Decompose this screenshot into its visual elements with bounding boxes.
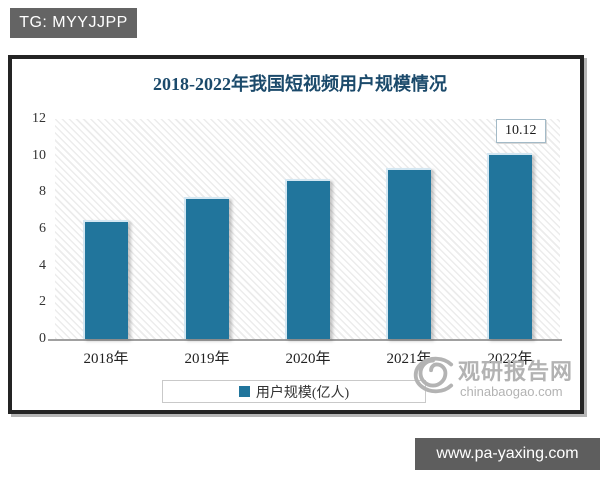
legend-marker — [238, 386, 250, 397]
footer-url-badge: www.pa-yaxing.com — [415, 438, 600, 470]
y-axis-tick-label: 8 — [39, 184, 46, 200]
x-axis-tick-label: 2019年 — [184, 351, 230, 367]
x-axis-line — [48, 339, 562, 341]
x-axis-tick-label: 2022年 — [487, 351, 533, 367]
y-axis-tick-label: 4 — [39, 257, 46, 273]
y-axis-tick-label: 10 — [32, 147, 46, 163]
x-axis-tick-label: 2021年 — [386, 351, 432, 367]
chart-title: 2018-2022年我国短视频用户规模情况 — [153, 74, 447, 94]
tg-badge: TG: MYYJJPP — [10, 8, 137, 38]
x-axis-tick-label: 2020年 — [285, 351, 331, 367]
x-axis-tick-label: 2018年 — [83, 351, 129, 367]
legend: 用户规模(亿人) — [162, 380, 426, 403]
y-axis-tick-label: 2 — [39, 294, 46, 310]
bar-2020年 — [285, 179, 330, 339]
y-axis-tick-label: 0 — [39, 331, 46, 346]
legend-label: 用户规模(亿人) — [255, 385, 350, 401]
bar-2021年 — [386, 168, 431, 339]
bar-2018年 — [83, 220, 128, 339]
y-axis-tick-label: 6 — [39, 221, 46, 236]
y-axis-tick-label: 12 — [32, 111, 46, 126]
bar-2019年 — [184, 197, 229, 339]
bar-2022年 — [487, 153, 532, 339]
data-label: 10.12 — [496, 119, 546, 143]
